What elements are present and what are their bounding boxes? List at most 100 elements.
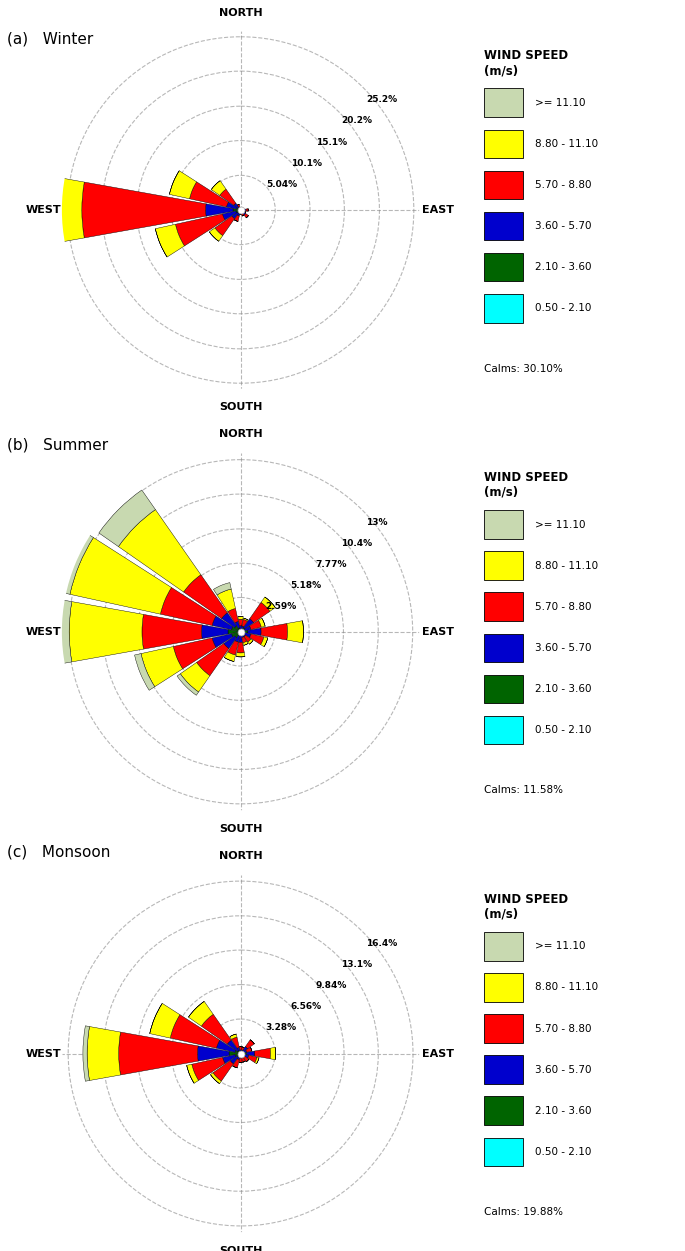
Bar	[235, 626, 240, 631]
Bar	[187, 1065, 199, 1083]
Bar	[243, 1055, 249, 1058]
Bar	[235, 633, 240, 638]
Bar	[40, 175, 47, 245]
Bar	[119, 509, 201, 592]
FancyBboxPatch shape	[484, 130, 523, 158]
Bar	[242, 633, 245, 637]
Bar	[232, 213, 238, 219]
Bar	[177, 674, 199, 696]
Bar	[235, 1053, 239, 1057]
Bar	[237, 642, 245, 653]
Text: 13.1%: 13.1%	[341, 961, 372, 970]
FancyBboxPatch shape	[484, 633, 523, 662]
Bar	[237, 1055, 240, 1057]
Bar	[238, 628, 240, 631]
FancyBboxPatch shape	[484, 593, 523, 620]
Bar	[237, 1047, 240, 1052]
Bar	[240, 211, 241, 213]
Bar	[244, 636, 251, 642]
Bar	[217, 589, 236, 612]
FancyBboxPatch shape	[484, 211, 523, 240]
FancyBboxPatch shape	[484, 973, 523, 1002]
Bar	[239, 1047, 242, 1050]
Bar	[242, 214, 244, 216]
Bar	[249, 603, 270, 623]
FancyBboxPatch shape	[484, 716, 523, 744]
Bar	[238, 633, 240, 636]
Bar	[229, 1052, 238, 1056]
Bar	[244, 633, 251, 638]
Bar	[212, 615, 233, 629]
Text: Calms: 11.58%: Calms: 11.58%	[484, 786, 563, 796]
Bar	[234, 203, 239, 209]
Bar	[248, 639, 253, 644]
Bar	[44, 523, 93, 594]
Bar	[233, 1058, 239, 1068]
Bar	[99, 490, 155, 547]
Bar	[234, 215, 239, 221]
Text: 6.56%: 6.56%	[290, 1002, 322, 1011]
Bar	[227, 641, 238, 656]
Bar	[197, 643, 229, 676]
Bar	[242, 1050, 247, 1053]
Bar	[248, 1056, 257, 1062]
Bar	[239, 632, 240, 633]
Bar	[240, 629, 241, 631]
Bar	[239, 631, 240, 632]
Text: 5.70 - 8.80: 5.70 - 8.80	[535, 1023, 592, 1033]
Bar	[232, 632, 238, 637]
Bar	[197, 1046, 229, 1061]
Bar	[243, 642, 248, 646]
Bar	[242, 1053, 244, 1056]
Bar	[242, 637, 247, 643]
Bar	[49, 598, 72, 666]
Bar	[244, 214, 249, 218]
Bar	[239, 636, 242, 642]
Bar	[119, 1032, 198, 1075]
Bar	[237, 213, 240, 216]
Bar	[243, 1056, 249, 1062]
Bar	[241, 210, 243, 213]
Bar	[175, 214, 225, 246]
Bar	[206, 204, 233, 216]
Text: 3.28%: 3.28%	[266, 1023, 297, 1032]
Bar	[44, 175, 84, 244]
FancyBboxPatch shape	[484, 552, 523, 580]
Text: >= 11.10: >= 11.10	[535, 98, 586, 108]
Bar	[190, 181, 228, 206]
Bar	[245, 1040, 254, 1048]
Bar	[242, 629, 245, 632]
Bar	[192, 1057, 225, 1081]
FancyBboxPatch shape	[484, 1015, 523, 1043]
Bar	[247, 1051, 255, 1056]
Text: 5.70 - 8.80: 5.70 - 8.80	[535, 180, 592, 190]
Bar	[240, 1055, 241, 1058]
Bar	[238, 632, 240, 633]
Text: 10.4%: 10.4%	[340, 539, 372, 548]
Text: 3.60 - 5.70: 3.60 - 5.70	[535, 643, 592, 653]
Text: 16.4%: 16.4%	[366, 940, 397, 948]
Bar	[160, 588, 216, 626]
Bar	[240, 629, 242, 632]
Bar	[70, 538, 171, 614]
Bar	[173, 638, 216, 669]
Bar	[287, 620, 303, 643]
Text: WIND SPEED
(m/s): WIND SPEED (m/s)	[484, 893, 568, 921]
Bar	[201, 626, 228, 638]
Bar	[246, 1047, 252, 1052]
Bar	[241, 208, 242, 209]
Bar	[215, 216, 234, 235]
Bar	[180, 663, 210, 692]
Bar	[220, 189, 236, 205]
Text: (a)   Winter: (a) Winter	[7, 31, 93, 46]
Bar	[216, 1040, 236, 1052]
FancyBboxPatch shape	[484, 932, 523, 961]
Bar	[241, 211, 242, 214]
Text: 8.80 - 11.10: 8.80 - 11.10	[535, 560, 598, 570]
Bar	[244, 626, 251, 631]
Bar	[244, 619, 253, 629]
Text: 25.2%: 25.2%	[366, 95, 398, 104]
Text: Calms: 19.88%: Calms: 19.88%	[484, 1207, 563, 1217]
Bar	[241, 1047, 245, 1051]
Text: 0.50 - 2.10: 0.50 - 2.10	[535, 726, 592, 736]
